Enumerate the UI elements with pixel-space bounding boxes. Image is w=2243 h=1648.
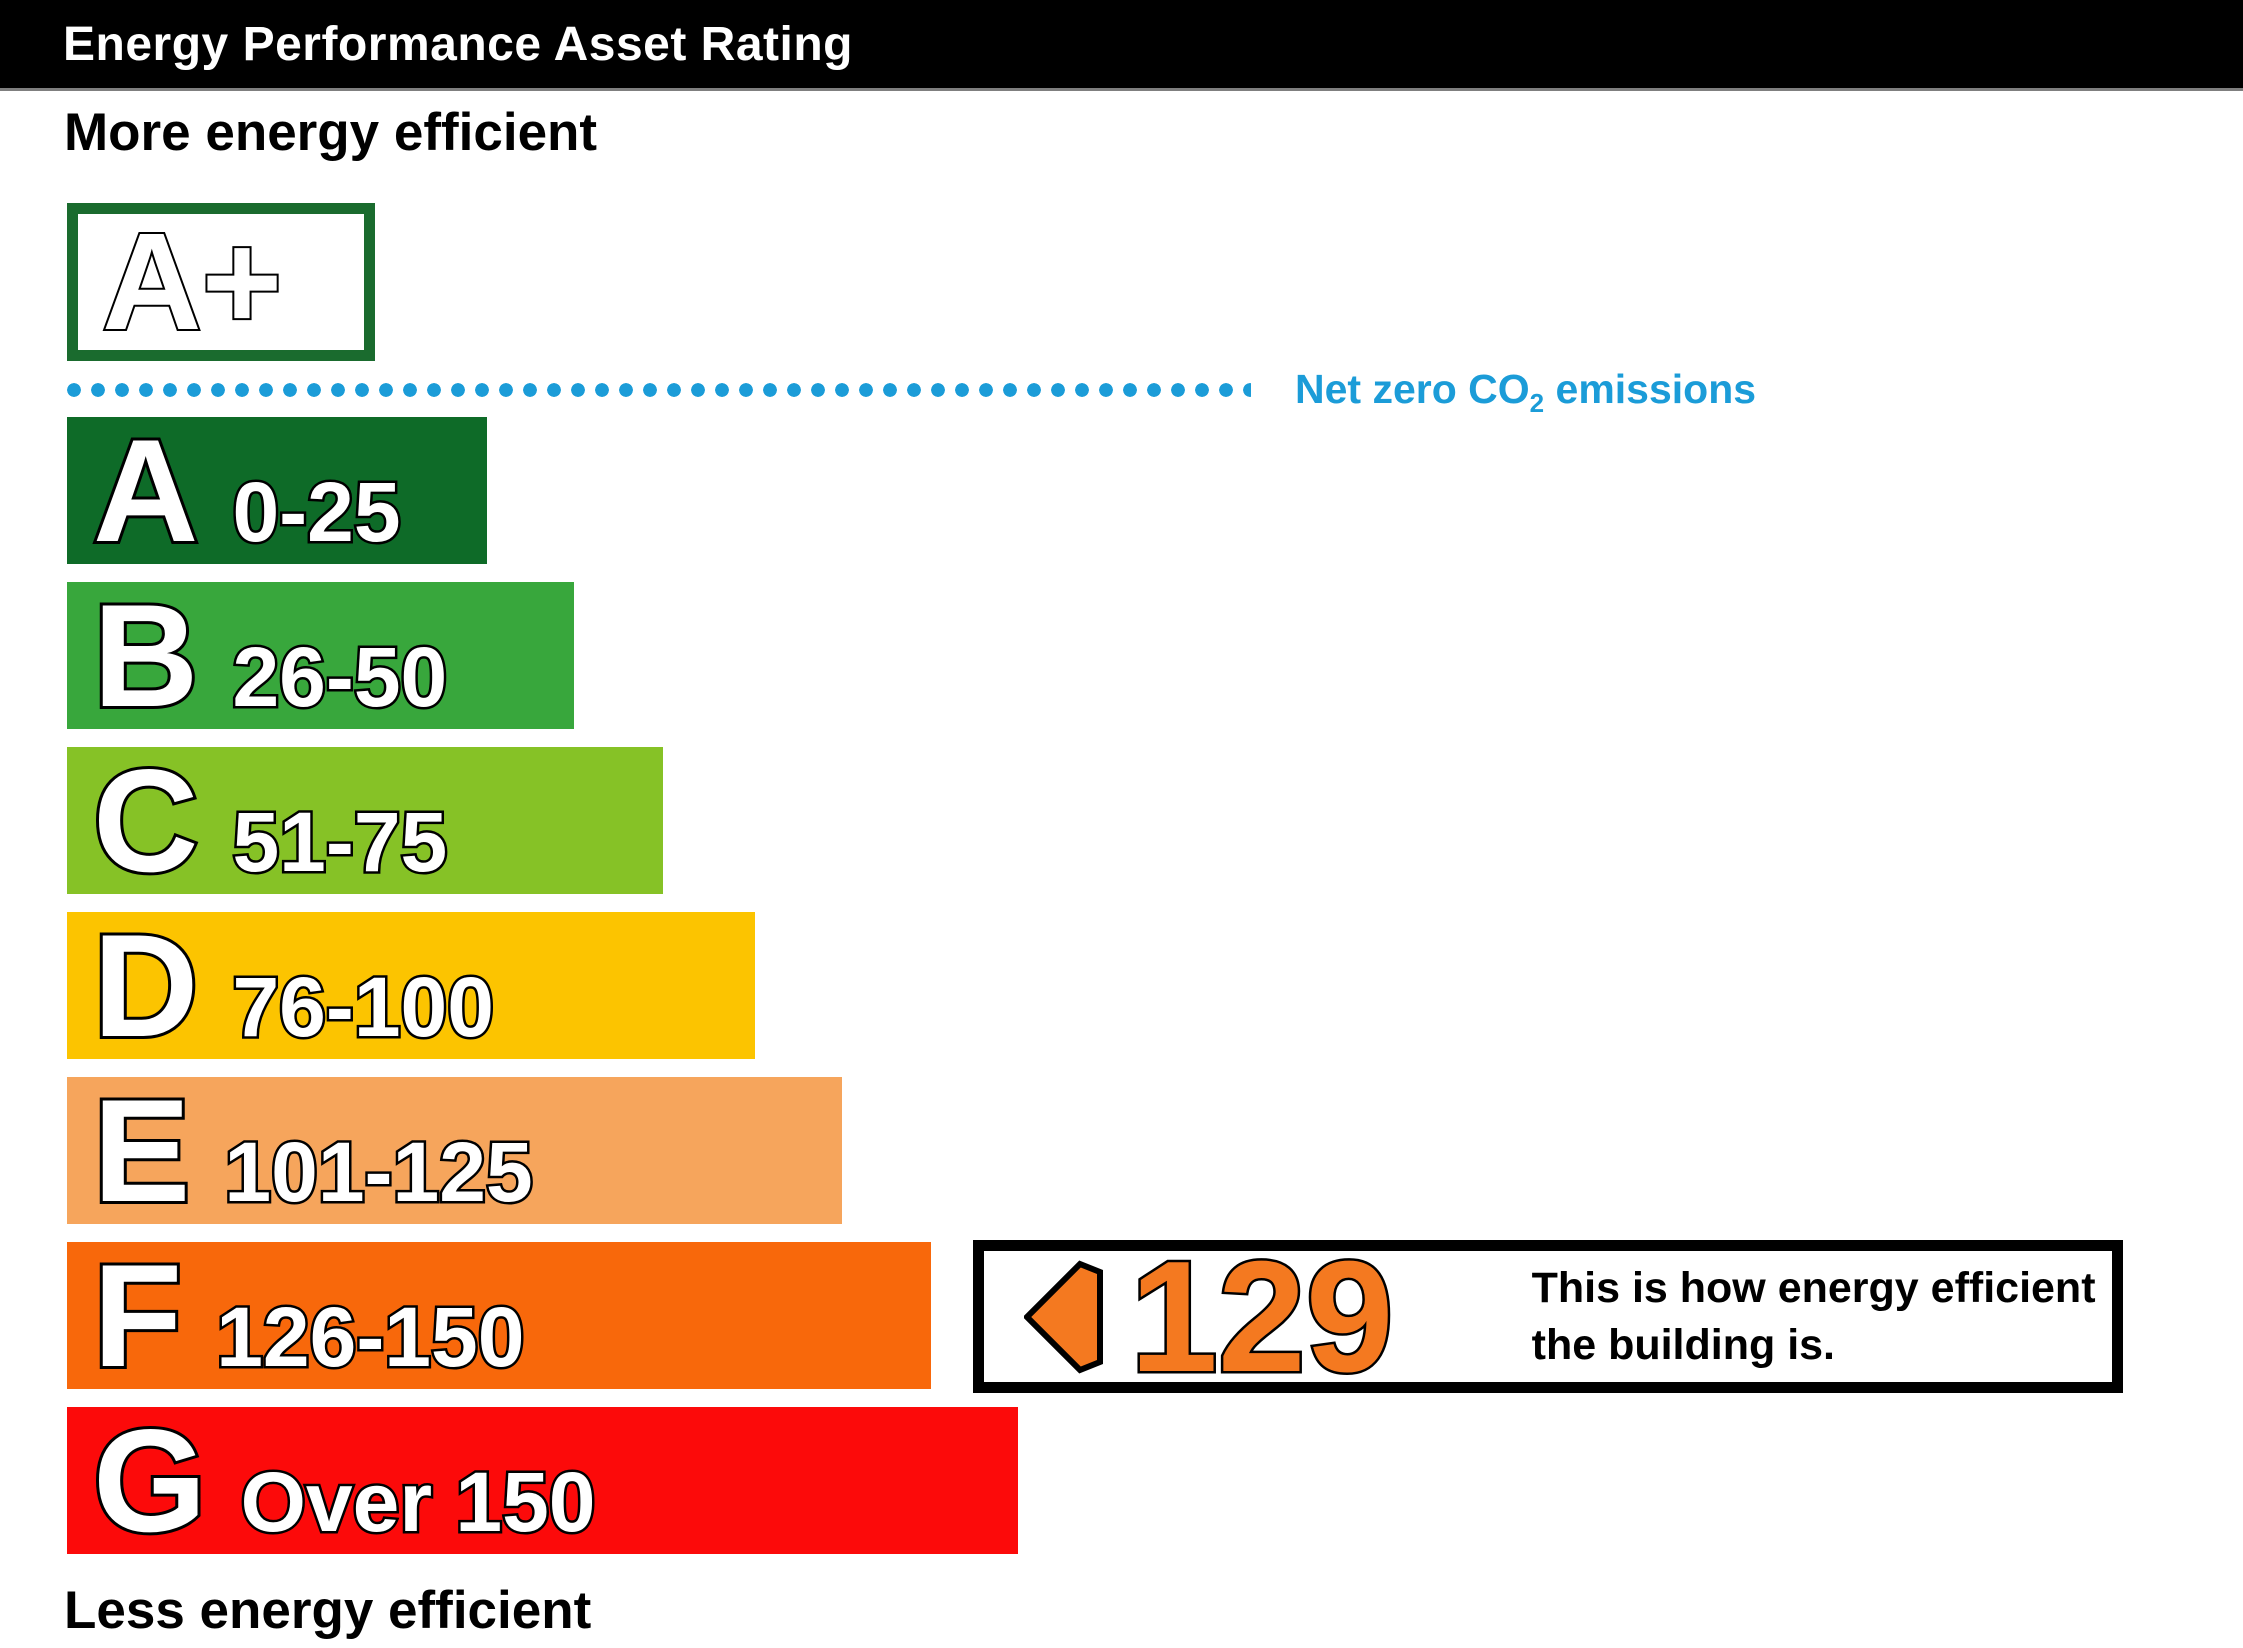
band-range-label: 126-150 xyxy=(214,1288,527,1387)
net-zero-subscript: 2 xyxy=(1529,388,1545,419)
band-letter: E xyxy=(90,1069,193,1232)
rating-bar-g: G Over 150 xyxy=(67,1399,1018,1562)
less-energy-efficient-label: Less energy efficient xyxy=(64,1581,592,1640)
rating-pointer-box: 129 This is how energy efficient the bui… xyxy=(973,1228,2123,1405)
band-range-label: 51-75 xyxy=(230,793,450,892)
rating-bar-d: D 76-100 xyxy=(67,904,755,1067)
page-title: Energy Performance Asset Rating xyxy=(63,17,853,71)
net-zero-dotted-line xyxy=(67,383,1251,397)
rating-bar-b: B 26-50 xyxy=(67,574,574,737)
rating-bar-e: E 101-125 xyxy=(67,1069,842,1232)
band-letter: G xyxy=(90,1399,210,1562)
more-energy-efficient-label: More energy efficient xyxy=(64,103,598,162)
rating-description-line1: This is how energy efficient xyxy=(1531,1263,2096,1312)
band-letter: A xyxy=(90,409,201,572)
rating-description-line2: the building is. xyxy=(1531,1320,1835,1369)
band-range-label: 26-50 xyxy=(230,628,450,727)
band-range-label: Over 150 xyxy=(238,1453,598,1552)
rating-description: This is how energy efficient the buildin… xyxy=(1532,1260,2096,1374)
net-zero-suffix: emissions xyxy=(1544,366,1757,412)
rating-bar-c: C 51-75 xyxy=(67,739,663,902)
a-plus-band: A+ xyxy=(67,203,375,361)
band-letter: D xyxy=(90,904,201,1067)
band-range-label: 76-100 xyxy=(230,958,497,1057)
net-zero-label: Net zero CO2 emissions xyxy=(1295,366,1756,419)
band-letter: B xyxy=(90,574,201,737)
band-range-label: 101-125 xyxy=(222,1123,535,1222)
net-zero-text: Net zero CO xyxy=(1295,366,1530,412)
rating-bar-a: A 0-25 xyxy=(67,409,487,572)
rating-bar-f: F 126-150 xyxy=(67,1234,931,1397)
rating-value: 129 xyxy=(1128,1228,1397,1405)
header-bar: Energy Performance Asset Rating xyxy=(0,0,2243,91)
a-plus-label: A+ xyxy=(100,205,284,359)
band-letter: F xyxy=(90,1234,185,1397)
band-letter: C xyxy=(90,739,201,902)
left-arrow-icon xyxy=(1024,1259,1103,1374)
band-range-label: 0-25 xyxy=(230,463,403,562)
